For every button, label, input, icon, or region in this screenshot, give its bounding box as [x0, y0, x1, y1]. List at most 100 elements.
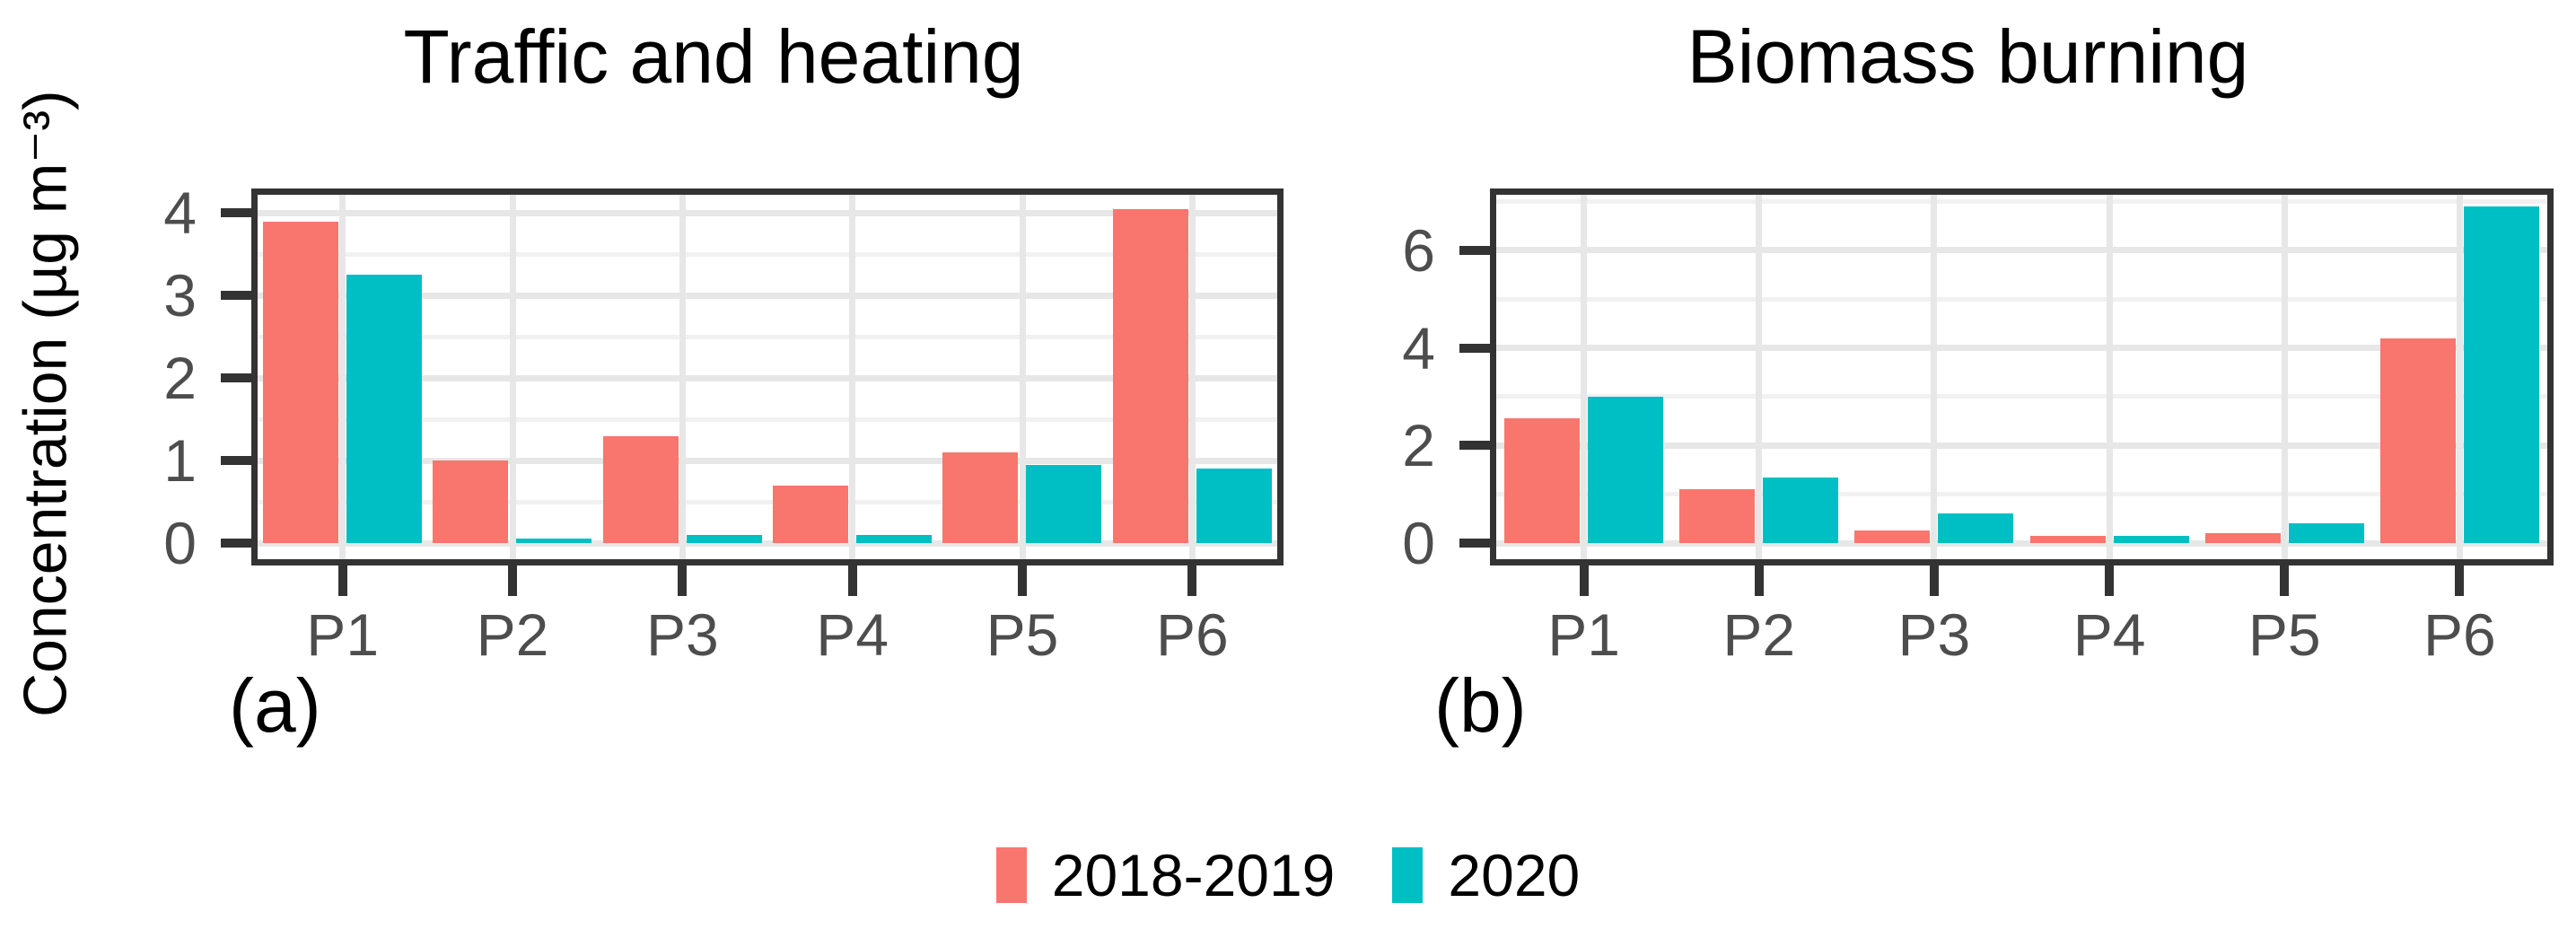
- x-tick-label: P6: [2423, 601, 2496, 668]
- bar-2020: [1588, 396, 1664, 543]
- bar-2018-2019: [942, 451, 1019, 543]
- legend: 2018-2019 2020: [0, 837, 2576, 914]
- x-tick-mark: [1579, 565, 1589, 596]
- panel-b-plot-area: 0 2 4 6 P1 P2 P3 P4 P5 P6: [1402, 188, 2554, 667]
- y-tick-mark: [1459, 343, 1490, 353]
- panel-a-title: Traffic and heating: [403, 14, 1024, 99]
- y-tick-label: 2: [163, 345, 197, 412]
- bar-group-p6: [2372, 195, 2547, 543]
- y-tick-mark: [1459, 539, 1490, 548]
- gridline-major-horizontal: [1496, 247, 2547, 254]
- gridline-major-vertical: [1756, 195, 1763, 559]
- x-tick-label: P4: [816, 601, 889, 668]
- gridline-major-vertical: [1188, 195, 1196, 559]
- bar-2020: [2113, 535, 2189, 543]
- y-tick-mark: [221, 539, 251, 548]
- bar-group-p4: [2022, 195, 2197, 543]
- gridline-major-vertical: [2106, 195, 2113, 559]
- bar-2018-2019: [602, 435, 679, 543]
- y-tick-label: 4: [163, 180, 197, 247]
- gridline-minor-horizontal: [1496, 198, 2547, 204]
- y-tick-mark: [221, 291, 251, 301]
- gridline-major-vertical: [509, 195, 516, 559]
- bar-2018-2019: [433, 460, 509, 543]
- bar-group-p2: [1671, 195, 1846, 543]
- x-tick-mark: [847, 565, 857, 596]
- y-tick-label: 2: [1402, 412, 1435, 479]
- y-tick-mark: [221, 373, 251, 383]
- bar-2020: [1938, 513, 2014, 543]
- y-tick-mark: [221, 456, 251, 466]
- gridline-major-horizontal: [258, 209, 1277, 216]
- panel-a-tag: (a): [229, 663, 321, 748]
- gridline-major-vertical: [1581, 195, 1588, 559]
- x-tick-label: P3: [1897, 601, 1971, 668]
- x-tick-mark: [2105, 565, 2115, 596]
- gridline-minor-horizontal: [258, 499, 1277, 504]
- bar-group-p3: [598, 195, 767, 543]
- bar-2018-2019: [1854, 530, 1931, 543]
- bar-group-p2: [427, 195, 597, 543]
- x-tick-label: P1: [1547, 601, 1620, 668]
- gridline-major-horizontal: [258, 457, 1277, 464]
- x-tick-label: P3: [645, 601, 719, 668]
- bar-2018-2019: [2379, 338, 2456, 543]
- gridline-major-vertical: [849, 195, 856, 559]
- panel-b-title: Biomass burning: [1687, 14, 2249, 99]
- x-tick-label: P2: [1722, 601, 1796, 668]
- x-tick-mark: [2455, 565, 2465, 596]
- bar-group-p5: [937, 195, 1107, 543]
- gridline-minor-horizontal: [1496, 492, 2547, 497]
- y-tick-label: 0: [1402, 510, 1435, 576]
- bar-2020: [856, 534, 933, 543]
- gridline-major-horizontal: [1496, 539, 2547, 547]
- gridline-minor-horizontal: [1496, 394, 2547, 399]
- bar-group-p4: [767, 195, 937, 543]
- bar-2020: [2463, 206, 2539, 543]
- gridline-major-vertical: [339, 195, 346, 559]
- bar-group-p6: [1108, 195, 1277, 543]
- y-tick-label: 3: [163, 262, 197, 329]
- bar-2020: [1026, 464, 1102, 543]
- bar-group-p3: [1846, 195, 2021, 543]
- x-tick-mark: [1187, 565, 1197, 596]
- legend-label: 2020: [1448, 842, 1581, 908]
- y-tick-label: 4: [1402, 314, 1435, 381]
- bar-2020: [1763, 477, 1839, 543]
- gridline-major-vertical: [679, 195, 686, 559]
- x-tick-mark: [2280, 565, 2290, 596]
- gridline-major-vertical: [1019, 195, 1026, 559]
- bar-2018-2019: [1504, 418, 1581, 543]
- x-tick-mark: [1754, 565, 1764, 596]
- legend-entry: 2020: [1392, 841, 1580, 909]
- y-tick-label: 6: [1402, 216, 1435, 284]
- bar-group-p5: [2197, 195, 2372, 543]
- gridline-major-horizontal: [258, 539, 1277, 547]
- y-tick-label: 0: [163, 510, 197, 576]
- x-tick-label: P6: [1155, 601, 1229, 668]
- gridline-major-horizontal: [258, 374, 1277, 381]
- x-tick-mark: [1018, 565, 1027, 596]
- panel-a-plot-inner: 0 1 2 3 4 P1 P2 P3 P4 P5 P6: [163, 180, 1277, 667]
- gridline-minor-horizontal: [1496, 296, 2547, 302]
- bar-group-p1: [258, 195, 427, 543]
- bar-2018-2019: [1679, 489, 1756, 543]
- bar-2018-2019: [2029, 535, 2106, 543]
- gridline-major-horizontal: [1496, 442, 2547, 449]
- panel-b-plot-inner: 0 2 4 6 P1 P2 P3 P4 P5 P6: [1402, 195, 2547, 667]
- bar-2018-2019: [263, 221, 339, 543]
- y-tick-mark: [1459, 245, 1490, 255]
- panel-b: Biomass burning 0 2 4 6 P1 P2 P3 P4 P5 P6 (b): [1382, 0, 2554, 938]
- gridline-major-vertical: [2456, 195, 2463, 559]
- gridline-major-vertical: [1931, 195, 1938, 559]
- legend-label: 2018-2019: [1051, 842, 1336, 908]
- gridline-minor-horizontal: [258, 416, 1277, 422]
- x-tick-mark: [1929, 565, 1939, 596]
- bar-2018-2019: [2204, 533, 2281, 543]
- bar-2020: [1196, 469, 1272, 543]
- gridline-major-horizontal: [258, 292, 1277, 299]
- bar-2018-2019: [1112, 208, 1188, 543]
- bar-2018-2019: [773, 485, 849, 543]
- x-tick-mark: [678, 565, 688, 596]
